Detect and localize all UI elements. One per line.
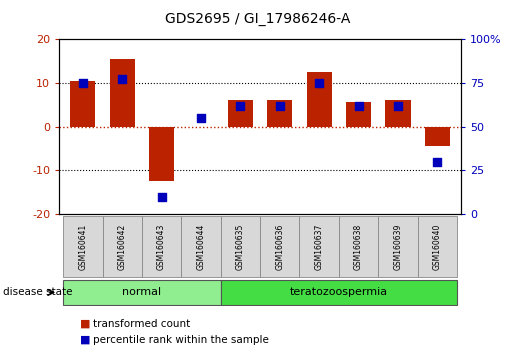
Point: [394, 103, 402, 108]
FancyBboxPatch shape: [221, 216, 260, 277]
FancyBboxPatch shape: [299, 216, 339, 277]
FancyBboxPatch shape: [102, 216, 142, 277]
Text: GSM160644: GSM160644: [197, 223, 205, 270]
Point: [276, 103, 284, 108]
FancyBboxPatch shape: [260, 216, 299, 277]
FancyBboxPatch shape: [63, 216, 102, 277]
FancyBboxPatch shape: [418, 216, 457, 277]
Text: GDS2695 / GI_17986246-A: GDS2695 / GI_17986246-A: [165, 12, 350, 27]
FancyBboxPatch shape: [142, 216, 181, 277]
Text: percentile rank within the sample: percentile rank within the sample: [93, 335, 269, 345]
FancyBboxPatch shape: [378, 216, 418, 277]
Point: [197, 115, 205, 121]
Text: ■: ■: [80, 319, 90, 329]
Bar: [346, 102, 371, 127]
Bar: [306, 72, 332, 127]
Bar: [267, 100, 293, 127]
Text: ■: ■: [80, 335, 90, 345]
Text: disease state: disease state: [3, 287, 72, 297]
Bar: [385, 100, 410, 127]
Bar: [425, 127, 450, 146]
Point: [79, 80, 87, 86]
Bar: [70, 81, 95, 127]
Text: GSM160636: GSM160636: [275, 223, 284, 270]
Point: [158, 194, 166, 200]
Text: GSM160640: GSM160640: [433, 223, 442, 270]
Text: GSM160642: GSM160642: [118, 223, 127, 269]
Point: [315, 80, 323, 86]
Point: [354, 103, 363, 108]
Point: [433, 159, 441, 164]
Text: GSM160637: GSM160637: [315, 223, 323, 270]
Bar: [149, 127, 174, 181]
FancyBboxPatch shape: [339, 216, 378, 277]
FancyBboxPatch shape: [181, 216, 221, 277]
Text: transformed count: transformed count: [93, 319, 190, 329]
Text: normal: normal: [123, 287, 162, 297]
Text: GSM160635: GSM160635: [236, 223, 245, 270]
FancyBboxPatch shape: [221, 280, 457, 305]
FancyBboxPatch shape: [63, 280, 221, 305]
Bar: [110, 59, 135, 127]
Text: GSM160641: GSM160641: [78, 223, 88, 269]
Point: [236, 103, 245, 108]
Point: [118, 76, 126, 82]
Text: GSM160643: GSM160643: [157, 223, 166, 270]
Text: GSM160638: GSM160638: [354, 223, 363, 269]
Bar: [228, 100, 253, 127]
Text: GSM160639: GSM160639: [393, 223, 402, 270]
Text: teratozoospermia: teratozoospermia: [290, 287, 388, 297]
